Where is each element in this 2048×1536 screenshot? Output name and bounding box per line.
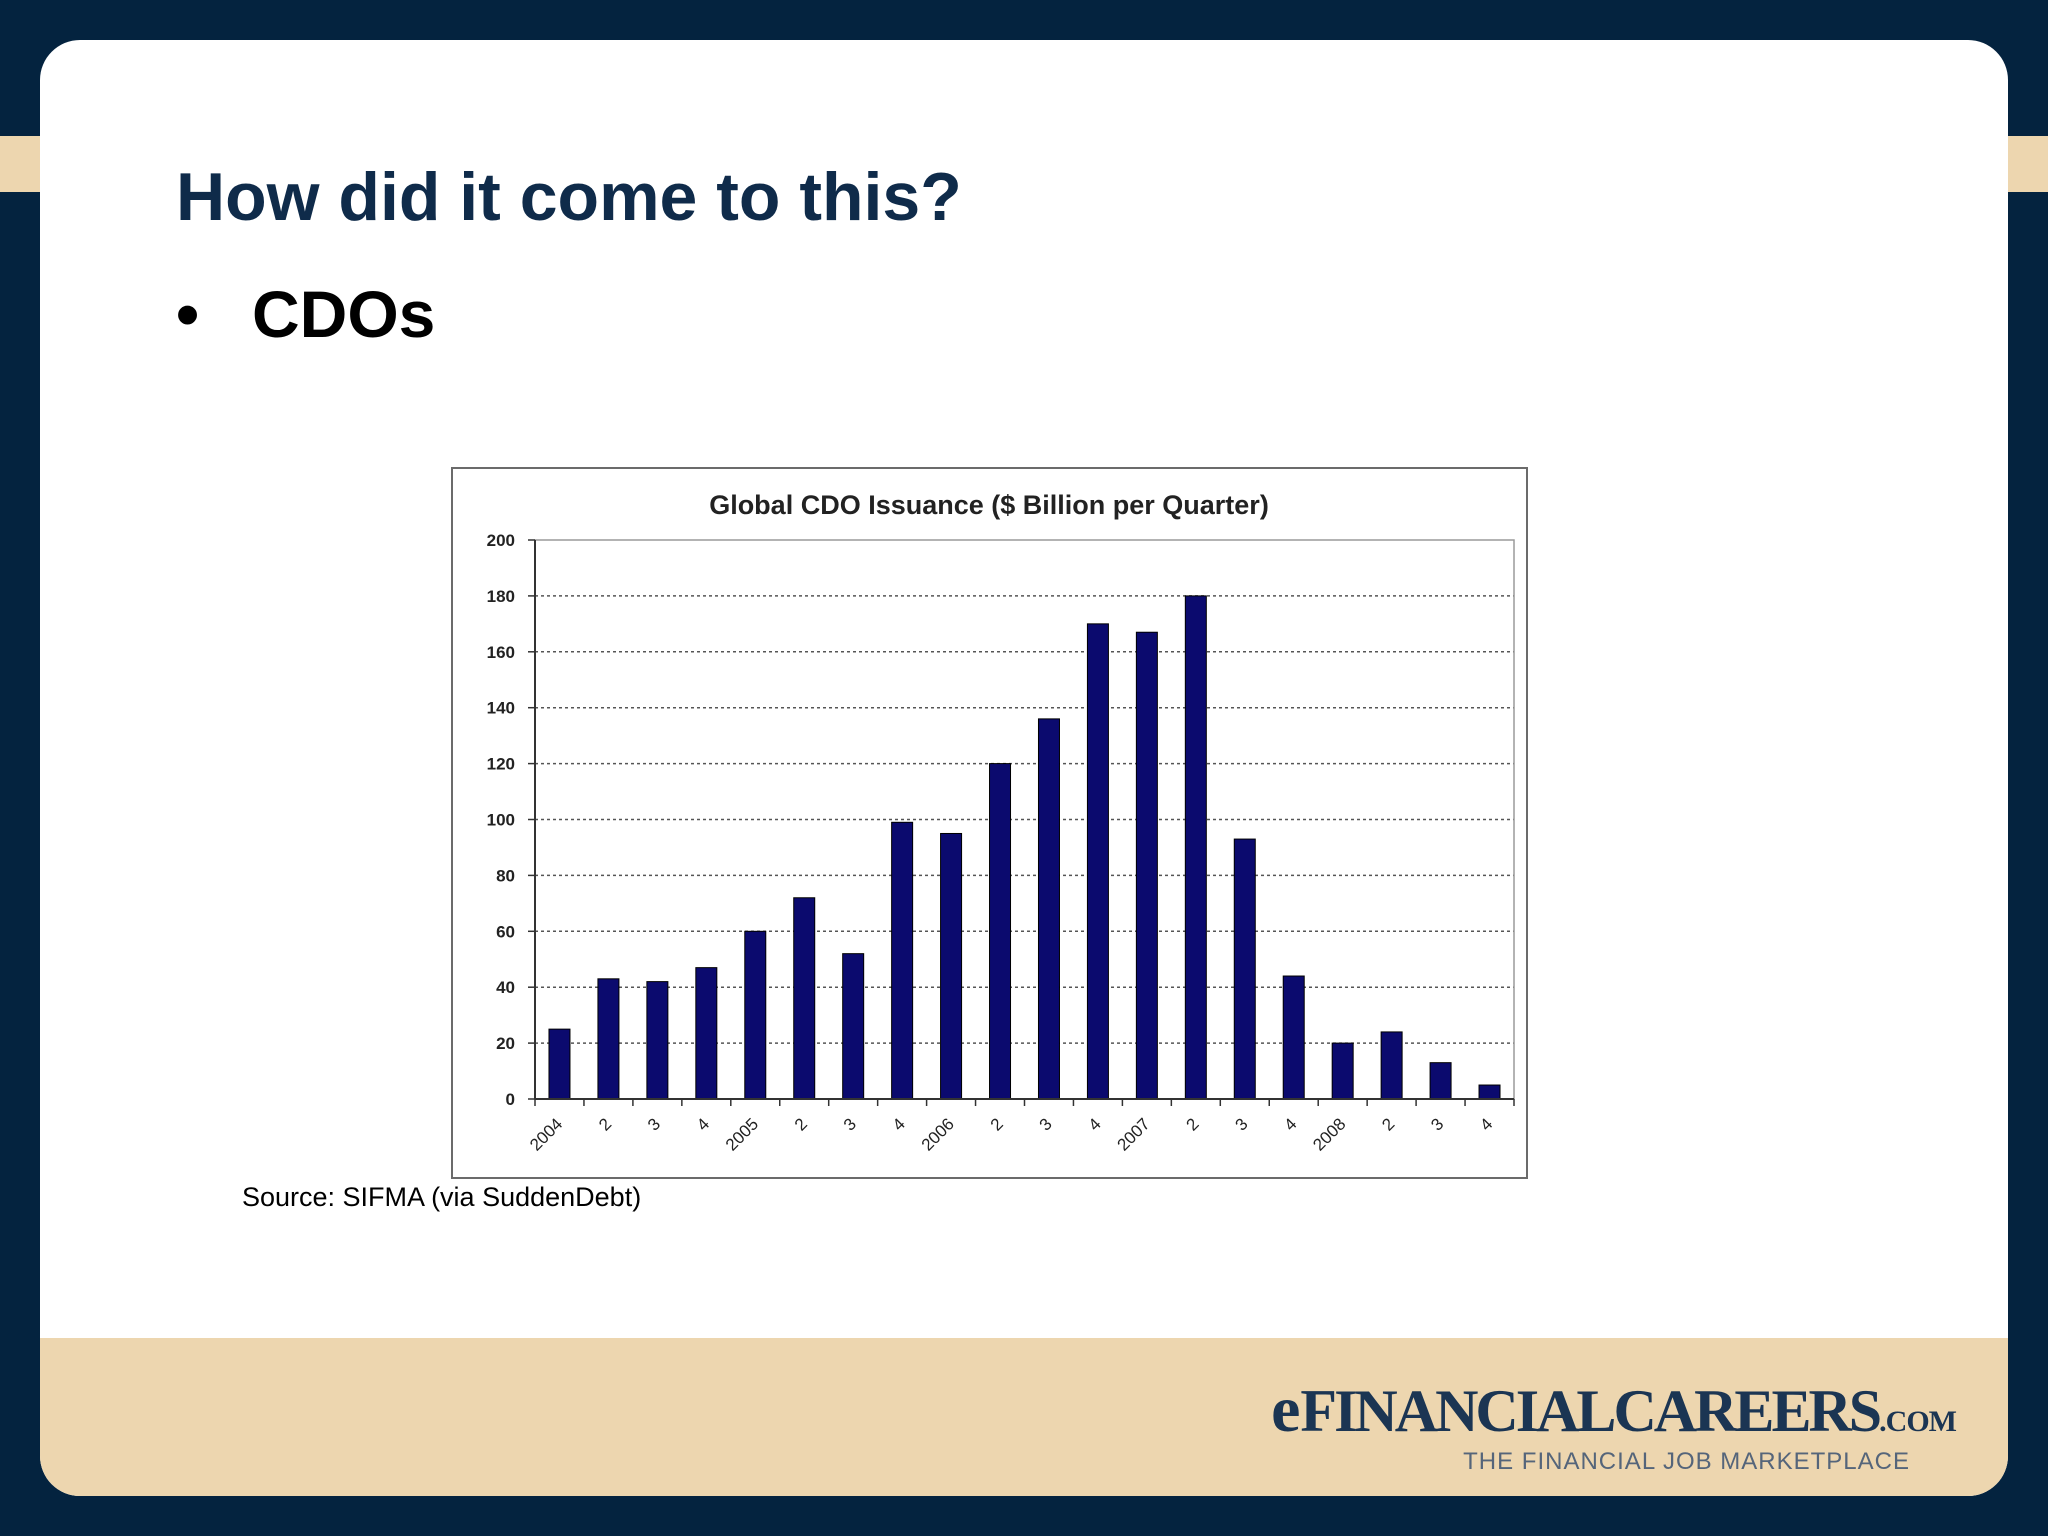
bar [744,930,767,1100]
y-tick-label: 200 [487,531,515,550]
bar [646,981,669,1100]
x-tick-label: 3 [1036,1114,1056,1134]
y-tick-label: 40 [496,978,515,997]
x-tick-label: 3 [1231,1114,1251,1134]
x-tick-label: 4 [1085,1114,1105,1134]
chart-title: Global CDO Issuance ($ Billion per Quart… [709,490,1269,520]
bar [1429,1062,1452,1100]
x-tick-label: 2004 [526,1114,566,1154]
bar [1135,631,1158,1100]
logo-main-text: FINANCIALCAREERS [1300,1378,1882,1444]
y-tick-label: 60 [496,922,515,941]
bar [1086,623,1109,1100]
logo-e: e [1271,1373,1301,1446]
x-tick-label: 2005 [722,1114,762,1154]
y-tick-label: 120 [487,755,515,774]
source-note: Source: SIFMA (via SuddenDebt) [242,1182,642,1212]
y-tick-label: 20 [496,1034,515,1053]
chart: Global CDO Issuance ($ Billion per Quart… [451,467,1528,1179]
x-tick-label: 4 [1476,1114,1496,1134]
x-tick-label: 3 [644,1114,664,1134]
chart-gridlines [535,595,1514,1044]
bar [842,953,865,1100]
y-tick-label: 140 [487,699,515,718]
x-tick-label: 2 [1183,1114,1203,1134]
x-tick-label: 4 [1280,1114,1300,1134]
bullet-marker: • [176,277,200,351]
x-tick-label: 2 [987,1114,1007,1134]
y-tick-label: 0 [506,1090,515,1109]
bar [1331,1042,1354,1100]
x-tick-label: 3 [840,1114,860,1134]
bar [1184,595,1207,1100]
bar [597,978,620,1100]
y-tick-label: 80 [496,866,515,885]
bullet-item: • CDOs [176,276,435,352]
x-tick-label: 2 [595,1114,615,1134]
x-tick-label: 4 [693,1114,713,1134]
bar [1478,1084,1501,1100]
footer-band: eFINANCIALCAREERS.COM THE FINANCIAL JOB … [40,1338,2008,1496]
x-tick-label: 2006 [918,1114,958,1154]
x-tick-label: 2008 [1309,1114,1349,1154]
bar [1380,1031,1403,1100]
y-tick-label: 160 [487,643,515,662]
slide: How did it come to this? • CDOs Global CD… [40,40,2008,1496]
bar [1037,718,1060,1100]
slide-title: How did it come to this? [176,159,962,235]
y-tick-label: 180 [487,587,515,606]
chart-bars [548,595,1501,1100]
bar [793,897,816,1100]
x-tick-label: 4 [889,1114,909,1134]
bar [695,967,718,1100]
bar [989,763,1012,1100]
x-tick-label: 3 [1427,1114,1447,1134]
bar [1233,838,1256,1100]
chart-svg: Global CDO Issuance ($ Billion per Quart… [487,490,1515,1155]
bar [891,821,914,1100]
bar [548,1028,571,1100]
x-tick-label: 2 [1378,1114,1398,1134]
bullet-text: CDOs [252,277,436,351]
logo-tagline: THE FINANCIAL JOB MARKETPLACE [1463,1448,1910,1475]
efinancialcareers-logo: eFINANCIALCAREERS.COM THE FINANCIAL JOB … [1271,1377,1957,1476]
bar [1282,975,1305,1100]
x-tick-label: 2 [791,1114,811,1134]
bar [940,832,963,1100]
chart-axes [528,539,1515,1106]
x-tick-label: 2007 [1114,1114,1154,1154]
y-tick-label: 100 [487,811,515,830]
logo-wordmark: eFINANCIALCAREERS.COM [1271,1377,1957,1452]
logo-com: .COM [1879,1405,1957,1438]
